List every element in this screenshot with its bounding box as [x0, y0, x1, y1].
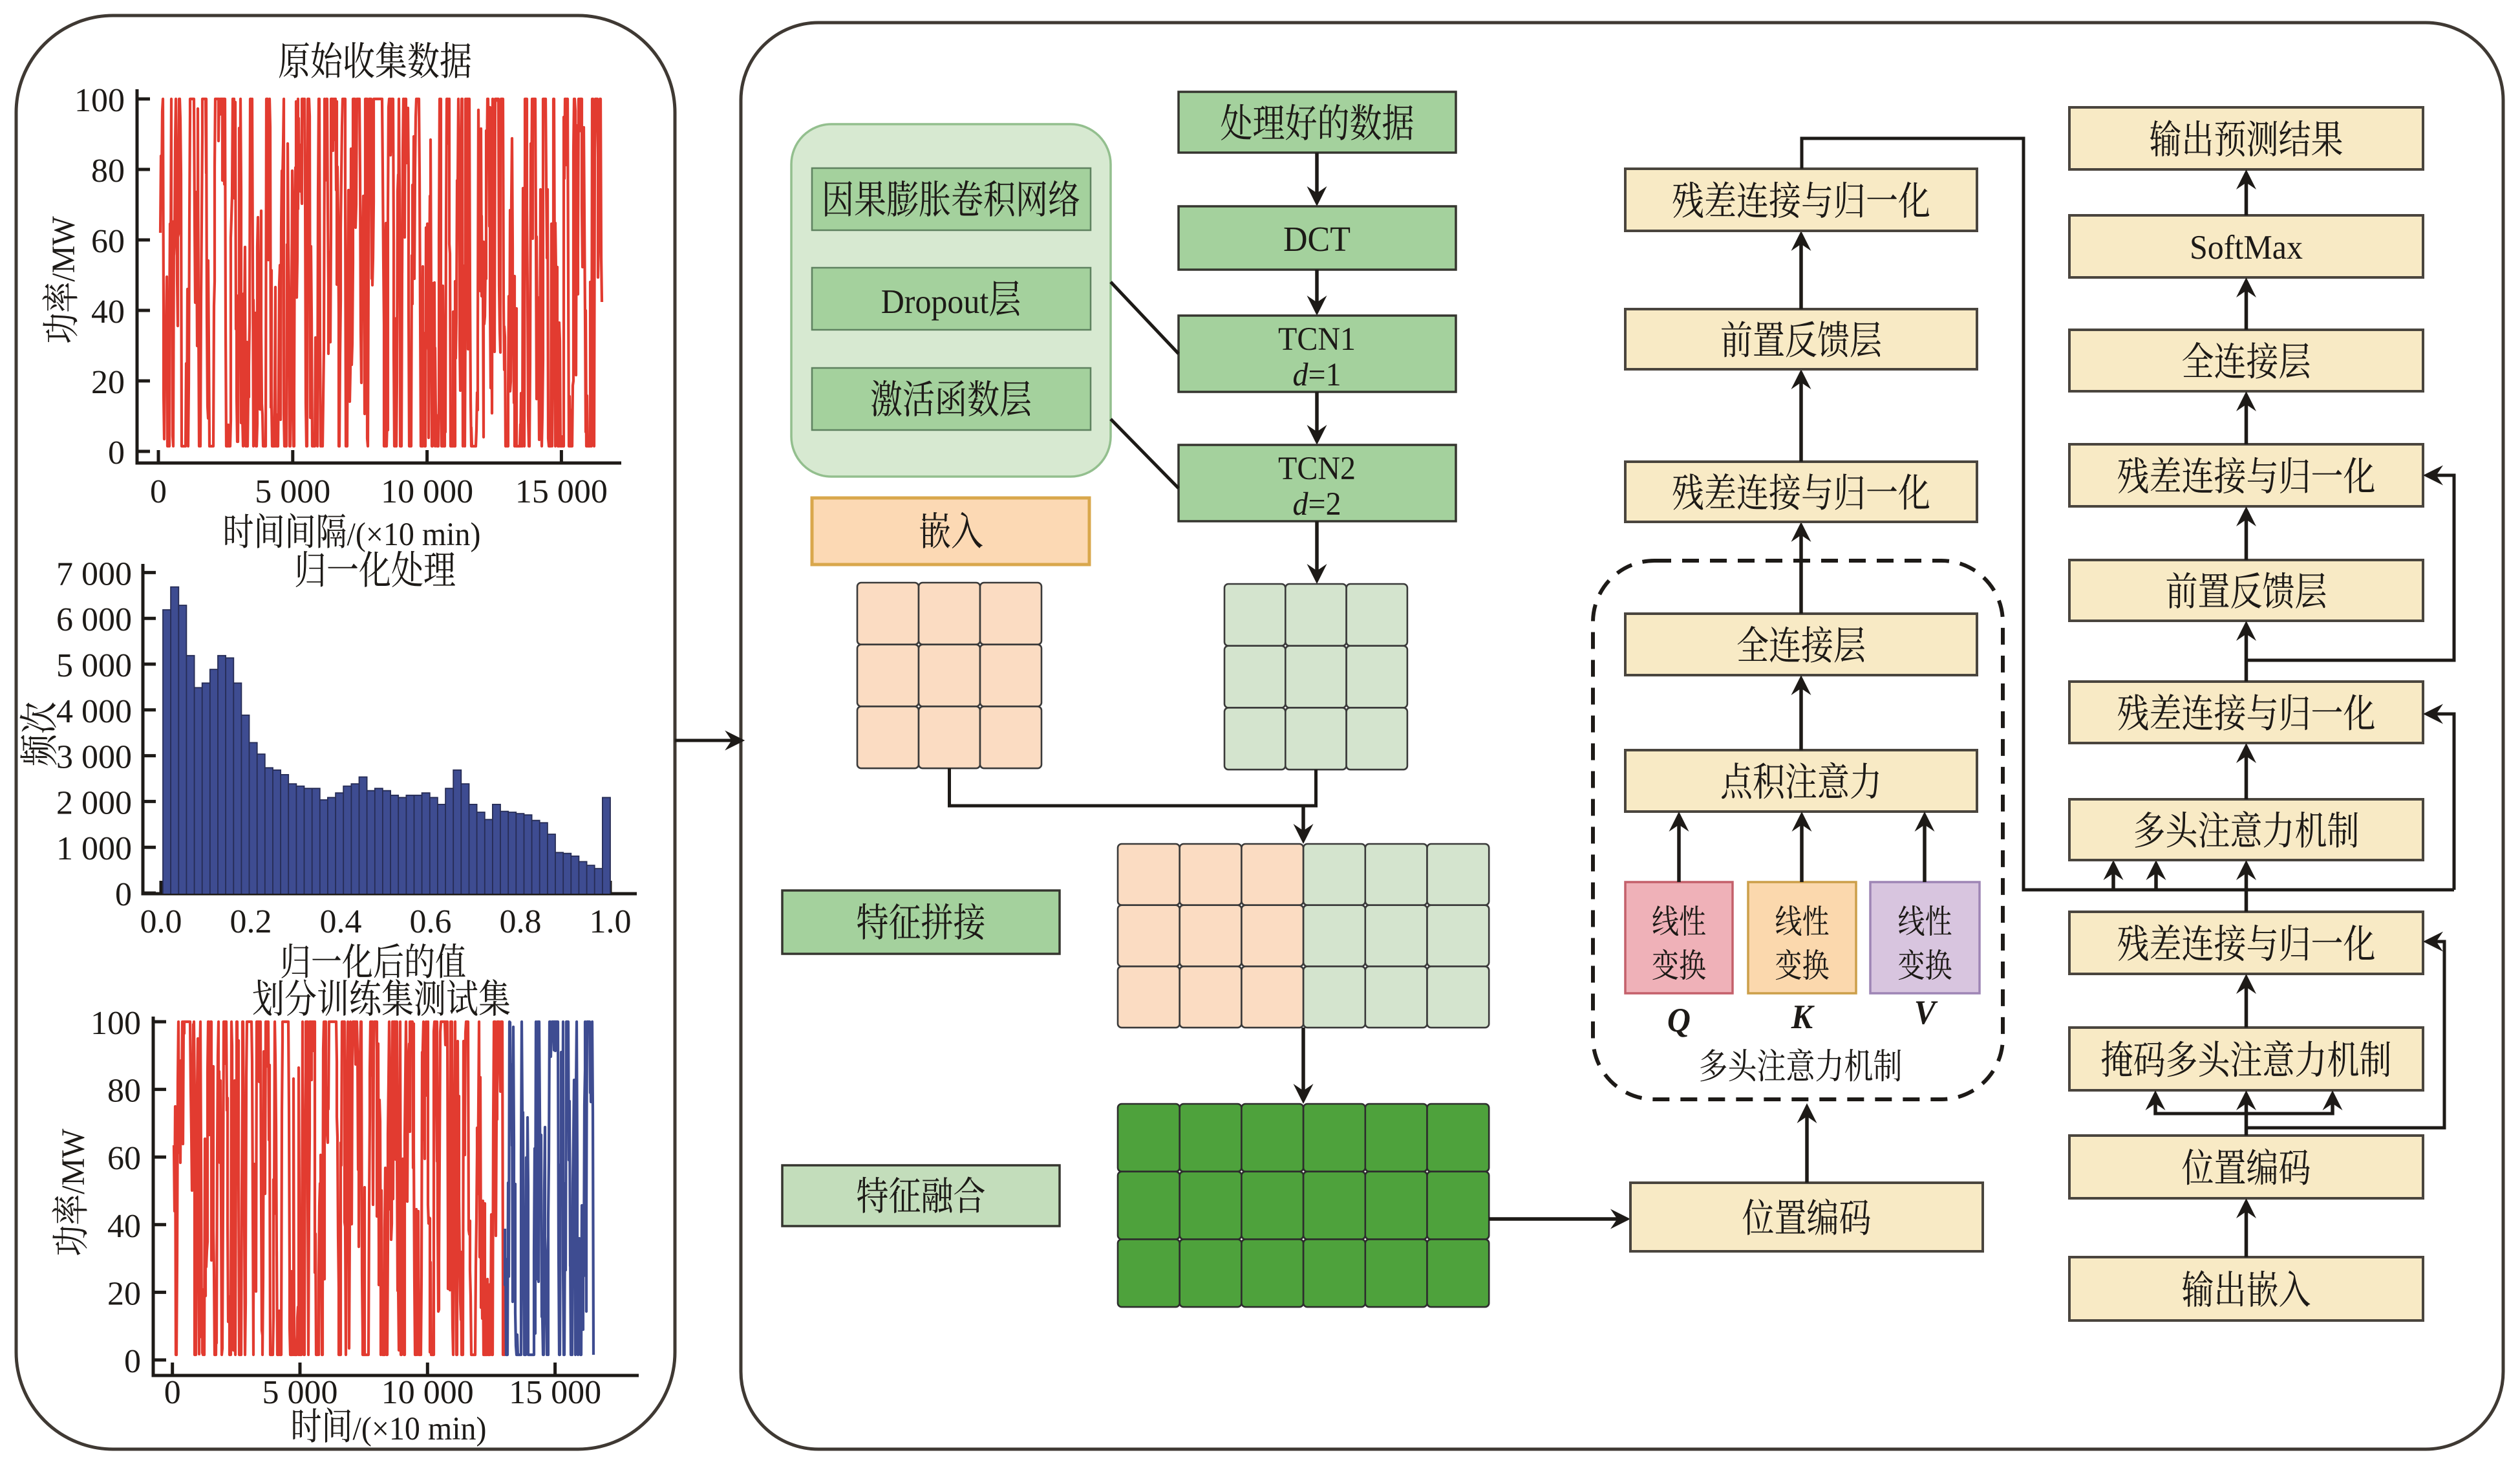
- svg-text:SoftMax: SoftMax: [2190, 229, 2303, 266]
- svg-text:100: 100: [91, 1005, 141, 1042]
- svg-text:0: 0: [164, 1374, 181, 1411]
- svg-text:/MW: /MW: [45, 216, 81, 282]
- svg-text:1 000: 1 000: [56, 830, 132, 867]
- svg-text:5 000: 5 000: [262, 1374, 338, 1411]
- svg-text:60: 60: [91, 223, 125, 260]
- svg-text:0: 0: [124, 1343, 141, 1380]
- svg-text:4 000: 4 000: [56, 693, 132, 730]
- svg-text:V: V: [1914, 994, 1938, 1031]
- svg-text:60: 60: [107, 1140, 141, 1177]
- svg-text:d: d: [1293, 486, 1308, 522]
- svg-text:7 000: 7 000: [56, 555, 132, 592]
- svg-text:K: K: [1791, 998, 1815, 1036]
- svg-text:=1: =1: [1308, 356, 1341, 393]
- svg-text:3 000: 3 000: [56, 739, 132, 776]
- svg-text:/MW: /MW: [55, 1128, 91, 1194]
- svg-text:5 000: 5 000: [56, 647, 132, 684]
- svg-text:20: 20: [107, 1275, 141, 1312]
- svg-text:0.8: 0.8: [500, 903, 542, 940]
- svg-text:Q: Q: [1667, 1002, 1691, 1039]
- svg-text:Dropout: Dropout: [881, 283, 989, 321]
- svg-text:80: 80: [107, 1073, 141, 1110]
- svg-text:5 000: 5 000: [255, 473, 330, 510]
- svg-text:0: 0: [150, 473, 167, 510]
- svg-text:80: 80: [91, 153, 125, 189]
- svg-text:0: 0: [115, 876, 132, 913]
- svg-text:0: 0: [108, 435, 125, 471]
- svg-text:TCN2: TCN2: [1278, 450, 1356, 486]
- svg-text:15 000: 15 000: [509, 1374, 601, 1411]
- svg-text:/(×10 min): /(×10 min): [353, 1410, 487, 1447]
- svg-text:0.4: 0.4: [320, 903, 362, 940]
- svg-text:DCT: DCT: [1283, 219, 1351, 259]
- svg-text:/(×10 min): /(×10 min): [347, 516, 481, 552]
- svg-text:1.0: 1.0: [590, 903, 632, 940]
- svg-text:100: 100: [74, 82, 125, 119]
- svg-text:40: 40: [91, 294, 125, 330]
- svg-text:0.6: 0.6: [410, 903, 452, 940]
- svg-text:=2: =2: [1308, 486, 1341, 522]
- svg-text:0.0: 0.0: [140, 903, 182, 940]
- svg-text:d: d: [1293, 356, 1308, 393]
- svg-text:10 000: 10 000: [381, 473, 473, 510]
- svg-text:10 000: 10 000: [381, 1374, 474, 1411]
- svg-text:2 000: 2 000: [56, 784, 132, 821]
- svg-text:20: 20: [91, 364, 125, 401]
- svg-text:TCN1: TCN1: [1278, 321, 1356, 357]
- svg-text:15 000: 15 000: [515, 473, 608, 510]
- svg-text:40: 40: [107, 1208, 141, 1245]
- svg-text:6 000: 6 000: [56, 601, 132, 638]
- svg-text:0.2: 0.2: [230, 903, 272, 940]
